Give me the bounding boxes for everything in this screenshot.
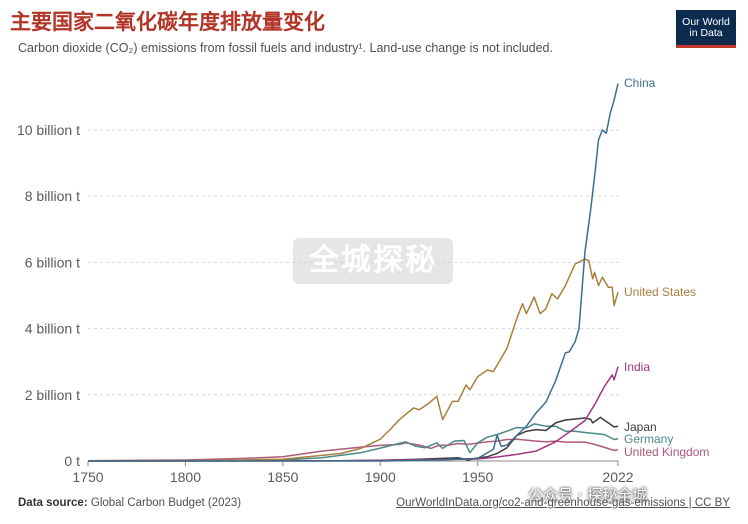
series-line-united-kingdom [87, 438, 619, 462]
y-tick-label: 8 billion t [25, 188, 80, 204]
x-tick-label: 1850 [267, 469, 298, 485]
series-lines [87, 83, 619, 462]
y-tick-label: 0 t [64, 453, 80, 469]
series-line-japan [87, 416, 619, 462]
series-line-china [88, 83, 619, 462]
x-tick-label: 1900 [365, 469, 396, 485]
y-tick-label: 2 billion t [25, 387, 80, 403]
series-line-india [87, 366, 619, 462]
y-tick-label: 4 billion t [25, 321, 80, 337]
chart-subtitle: Carbon dioxide (CO₂) emissions from foss… [18, 41, 553, 55]
series-label-germany: Germany [624, 432, 673, 446]
logo-line-1: Our World [682, 15, 730, 28]
data-source-label: Data source: [18, 497, 88, 509]
x-tick-label: 1750 [72, 469, 103, 485]
data-source-text: Global Carbon Budget (2023) [90, 497, 242, 509]
wechat-watermark: 公众号 · 探秘全城 [528, 486, 648, 504]
series-label-united-kingdom: United Kingdom [624, 445, 709, 459]
x-tick-label: 2022 [602, 469, 633, 485]
data-source: Data source: Global Carbon Budget (2023) [18, 497, 241, 509]
y-axis-labels: 0 t 2 billion t 4 billion t 6 billion t 8 bi… [17, 122, 80, 469]
y-tick-label: 6 billion t [25, 254, 80, 270]
series-label-united-states: United States [624, 285, 696, 299]
series-label-china: China [624, 76, 656, 90]
series-line-united-states [87, 258, 619, 462]
x-axis: 1750 1800 1850 1900 1950 2022 [72, 460, 634, 485]
logo-line-2: in Data [689, 26, 723, 39]
watermark-badge: 全城探秘 [293, 238, 453, 284]
source-link[interactable]: OurWorldInData.org/co2-and-greenhouse-ga… [396, 497, 730, 509]
x-tick-label: 1800 [170, 469, 201, 485]
x-tick-label: 1950 [462, 469, 493, 485]
owid-logo[interactable]: Our World in Data [676, 10, 736, 48]
y-tick-label: 10 billion t [17, 122, 80, 138]
series-line-germany [87, 423, 619, 462]
chart-title: 主要国家二氧化碳年度排放量变化 [10, 10, 325, 34]
series-label-japan: Japan [624, 420, 657, 434]
series-label-india: India [624, 360, 650, 374]
